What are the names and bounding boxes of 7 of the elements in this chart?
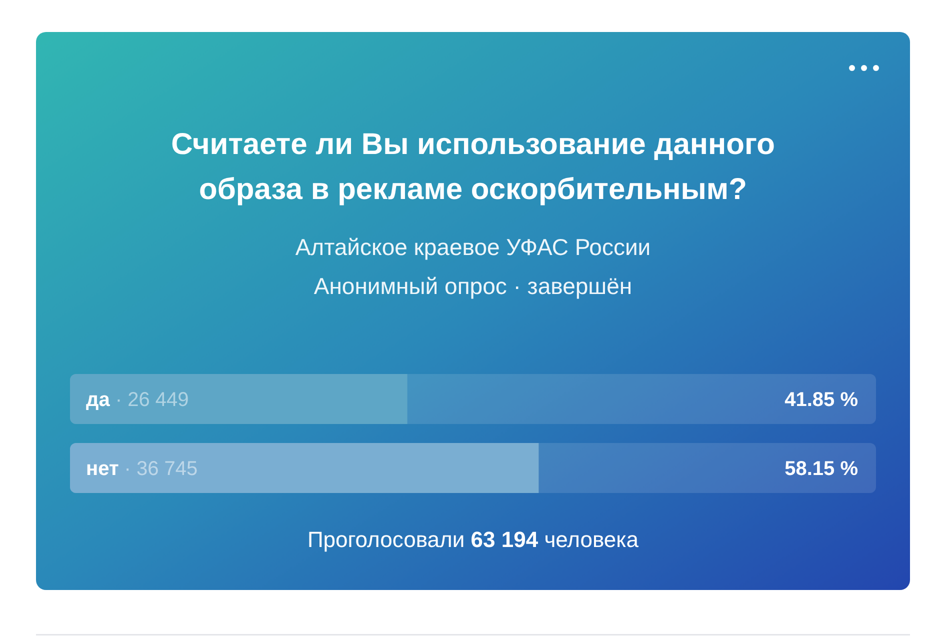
chart-title: Считаете ли Вы использование данного образа в рекламе оскорбительным?	[171, 128, 775, 206]
chart-subtitle: Алтайское краевое УФАС России Анонимный опрос · завершён	[295, 234, 651, 299]
data-label: 58.15 %	[784, 458, 858, 480]
y-tick-label: да · 26 449	[86, 389, 189, 411]
data-label: 41.85 %	[784, 389, 858, 411]
y-tick-label: нет · 36 745	[86, 458, 198, 480]
text: Проголосовали 63 194 человека	[307, 527, 640, 552]
